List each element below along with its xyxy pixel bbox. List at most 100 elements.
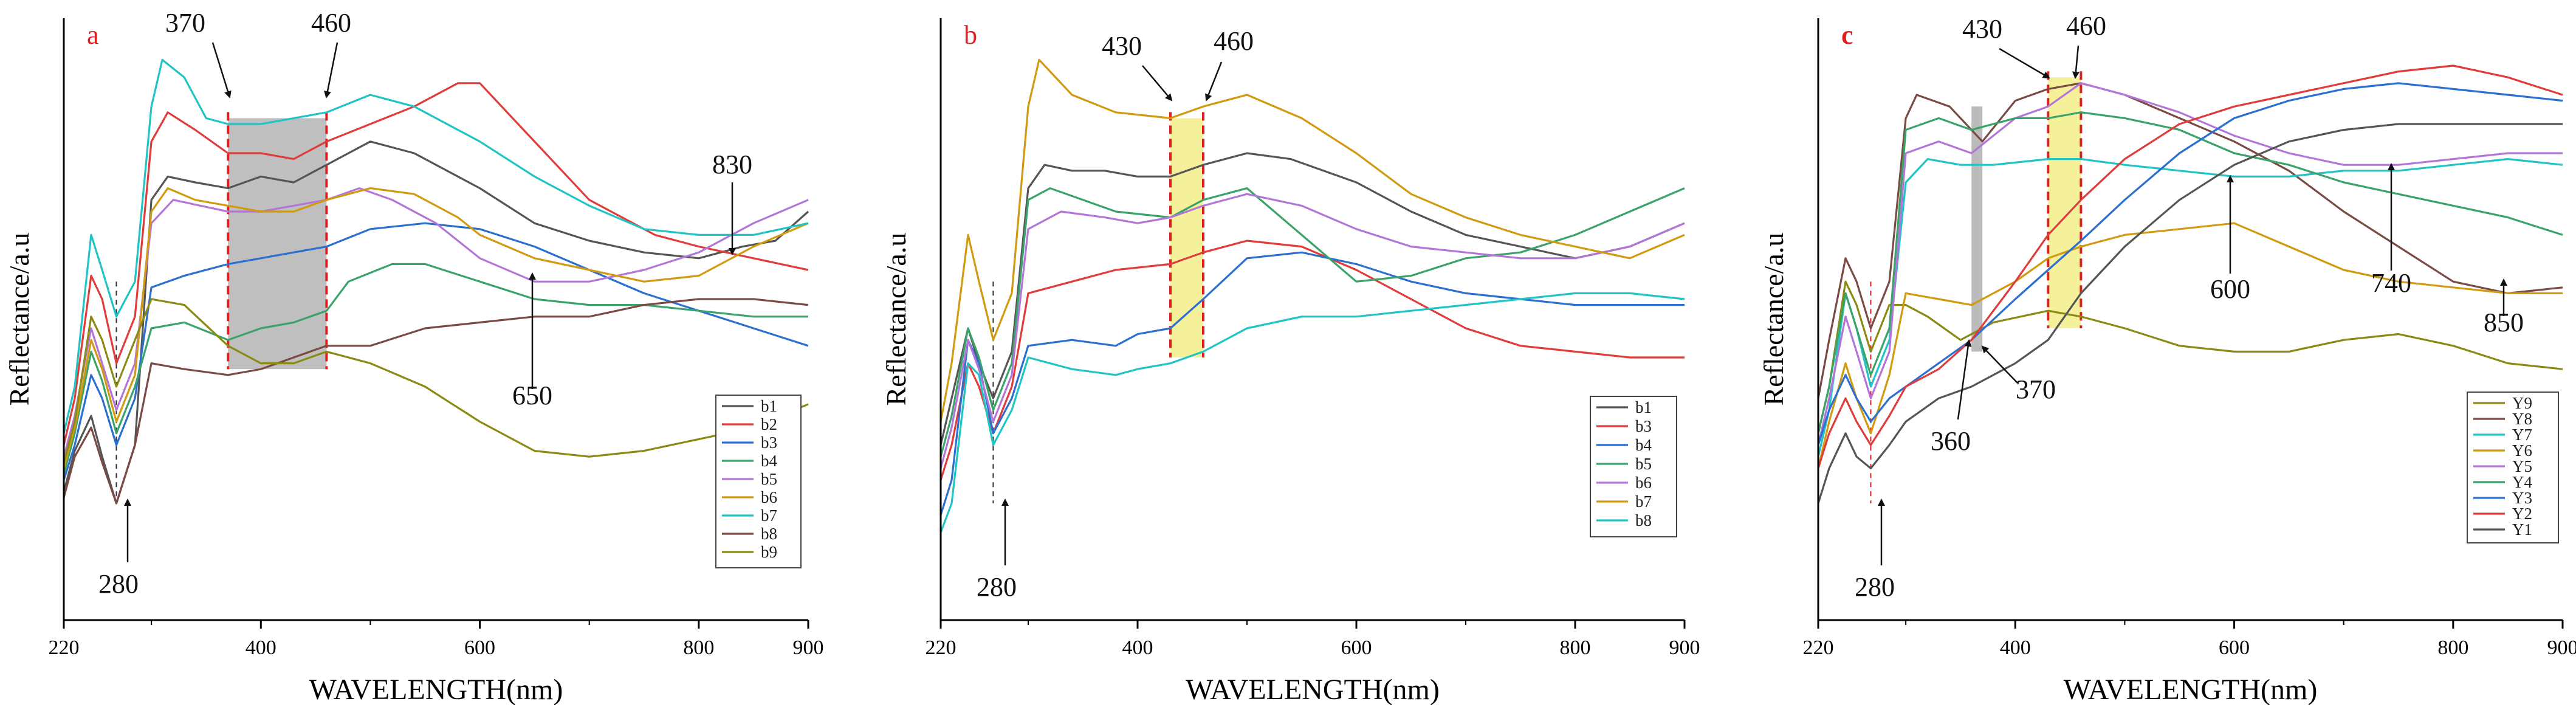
series-line-Y6 (1817, 222, 2563, 469)
annotation-arrow-460 (1205, 61, 1223, 102)
legend-entry-b5: b5 (761, 470, 777, 488)
x-tick-label: 900 (793, 636, 824, 659)
series-line-Y1 (1817, 123, 2563, 504)
shaded-band (1170, 118, 1203, 357)
legend-entry-Y2: Y2 (2512, 505, 2532, 523)
legend-entry-b6: b6 (1635, 474, 1652, 492)
y-axis-label: Reflectance/a.u (1758, 233, 1789, 406)
annotation-label-370: 370 (2016, 374, 2056, 404)
annotation-label-430: 430 (1962, 14, 2002, 44)
series-line-Y9 (1817, 280, 2563, 434)
annotation-label-430: 430 (1102, 31, 1142, 61)
series-line-b8 (63, 298, 809, 505)
x-tick-label: 800 (683, 636, 714, 659)
series-line-Y2 (1817, 64, 2563, 469)
series-line-b1 (63, 140, 809, 505)
legend-entry-Y1: Y1 (2512, 520, 2532, 539)
x-tick-label: 600 (2219, 636, 2250, 659)
legend-entry-Y4: Y4 (2512, 473, 2532, 491)
chart-panel-c: 220 400 600 800 900 WAVELENGTH(nm) Reflectance… (1758, 11, 2576, 706)
x-axis-label: WAVELENGTH(nm) (1186, 674, 1440, 706)
annotation-label-460: 460 (311, 8, 351, 38)
legend-entry-b8: b8 (761, 525, 777, 543)
series-line-Y7 (1817, 158, 2563, 457)
annotation-arrow-430 (1142, 65, 1173, 102)
legend-entry-b1: b1 (761, 397, 777, 415)
shaded-band (2048, 77, 2081, 328)
x-tick-label: 220 (926, 636, 957, 659)
legend-entry-b3: b3 (1635, 417, 1652, 435)
panel-label: b (964, 20, 977, 50)
series-line-b3 (63, 222, 809, 481)
series-line-b6 (939, 193, 1685, 469)
legend-entry-b9: b9 (761, 543, 777, 561)
legend-box (2467, 392, 2559, 543)
series-line-Y3 (1817, 82, 2563, 446)
shaded-band (228, 118, 327, 370)
legend-entry-Y8: Y8 (2512, 410, 2532, 428)
series-line-b5 (939, 187, 1685, 457)
annotation-label-280: 280 (977, 572, 1017, 602)
legend-entry-b4: b4 (1635, 436, 1652, 454)
annotation-arrow-460 (2072, 45, 2080, 79)
legend-entry-Y3: Y3 (2512, 489, 2532, 507)
chart-panel-a: 220 400 600 800 900 WAVELENGTH(nm) Reflectance… (4, 8, 824, 706)
series-line-b9 (63, 298, 809, 463)
legend-box (1590, 396, 1677, 537)
panel-label: c (1841, 20, 1853, 50)
series-line-b5 (63, 187, 809, 457)
series-line-b2 (63, 82, 809, 446)
series-line-b8 (939, 292, 1685, 533)
series-line-Y4 (1817, 111, 2563, 434)
legend-entry-b3: b3 (761, 433, 777, 452)
series-line-b6 (63, 187, 809, 469)
legend-entry-b6: b6 (761, 488, 777, 506)
annotation-label-460: 460 (2066, 11, 2106, 41)
y-axis-label: Reflectance/a.u (4, 233, 35, 406)
x-tick-label: 400 (246, 636, 276, 659)
legend-entry-b4: b4 (761, 452, 778, 470)
chart-panel-b: 220 400 600 800 900 WAVELENGTH(nm) Reflectance… (881, 18, 1700, 706)
annotation-arrow-460 (324, 42, 338, 98)
legend-entry-b1: b1 (1635, 398, 1652, 416)
x-tick-label: 400 (2000, 636, 2031, 659)
series-line-Y5 (1817, 82, 2563, 446)
legend-entry-Y5: Y5 (2512, 457, 2532, 475)
x-tick-label: 600 (464, 636, 495, 659)
x-tick-label: 220 (1803, 636, 1834, 659)
annotation-label-370: 370 (165, 8, 205, 38)
annotation-label-360: 360 (1931, 426, 1971, 456)
legend-entry-b5: b5 (1635, 455, 1652, 473)
x-tick-label: 800 (1560, 636, 1591, 659)
x-tick-label: 900 (2547, 636, 2576, 659)
legend-entry-Y6: Y6 (2512, 441, 2532, 460)
series-line-b7 (939, 58, 1685, 422)
series-line-b3 (939, 240, 1685, 481)
legend-box (715, 395, 802, 568)
annotation-label-460: 460 (1214, 26, 1254, 56)
annotation-label-280: 280 (1855, 572, 1895, 602)
series-line-b1 (939, 152, 1685, 446)
annotation-arrow-370 (211, 42, 232, 98)
annotation-label-650: 650 (512, 381, 552, 410)
annotation-label-850: 850 (2484, 308, 2524, 337)
x-tick-label: 600 (1341, 636, 1372, 659)
annotation-label-280: 280 (98, 569, 139, 599)
legend-entry-b7: b7 (1635, 492, 1652, 511)
x-tick-label: 220 (49, 636, 80, 659)
x-tick-label: 900 (1669, 636, 1700, 659)
legend-entry-b8: b8 (1635, 511, 1652, 530)
legend-entry-Y7: Y7 (2512, 426, 2532, 444)
annotation-arrow-360 (1957, 339, 1972, 420)
series-line-b4 (939, 251, 1685, 516)
panel-label: a (87, 20, 99, 50)
series-line-b7 (63, 58, 809, 434)
annotation-label-740: 740 (2371, 268, 2411, 298)
x-tick-label: 800 (2437, 636, 2468, 659)
x-axis-label: WAVELENGTH(nm) (2064, 674, 2318, 706)
annotation-arrow-430 (1999, 47, 2050, 79)
x-tick-label: 400 (1122, 636, 1153, 659)
x-axis-label: WAVELENGTH(nm) (309, 674, 563, 706)
legend-entry-b7: b7 (761, 506, 777, 525)
